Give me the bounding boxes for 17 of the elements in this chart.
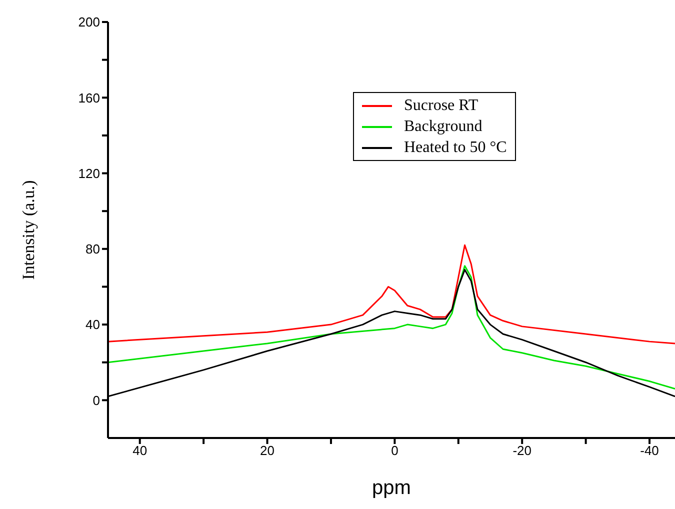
y-tick-label: 120 — [78, 166, 100, 181]
y-tick-label: 80 — [86, 242, 100, 257]
line-series — [108, 244, 675, 344]
y-tick-label: 40 — [86, 317, 100, 332]
legend-label: Sucrose RT — [404, 96, 478, 116]
x-tick-label: 0 — [391, 443, 398, 458]
y-tick-label: 160 — [78, 90, 100, 106]
y-tick-label: 0 — [92, 392, 100, 408]
x-tick-label: -40 — [640, 443, 659, 458]
x-tick-label: 20 — [260, 443, 275, 458]
y-tick-label: 200 — [78, 14, 100, 30]
y-axis-title: Intensity (a.u.) — [19, 180, 38, 280]
x-tick-label: 40 — [132, 443, 148, 458]
legend-label: Background — [404, 117, 482, 137]
x-axis-title: ppm — [372, 477, 411, 499]
x-tick-label: -20 — [512, 443, 532, 458]
legend-label: Heated to 50 °C — [404, 138, 507, 158]
